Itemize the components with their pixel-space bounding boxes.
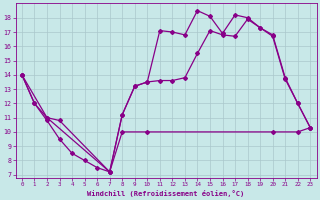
X-axis label: Windchill (Refroidissement éolien,°C): Windchill (Refroidissement éolien,°C) <box>87 190 245 197</box>
